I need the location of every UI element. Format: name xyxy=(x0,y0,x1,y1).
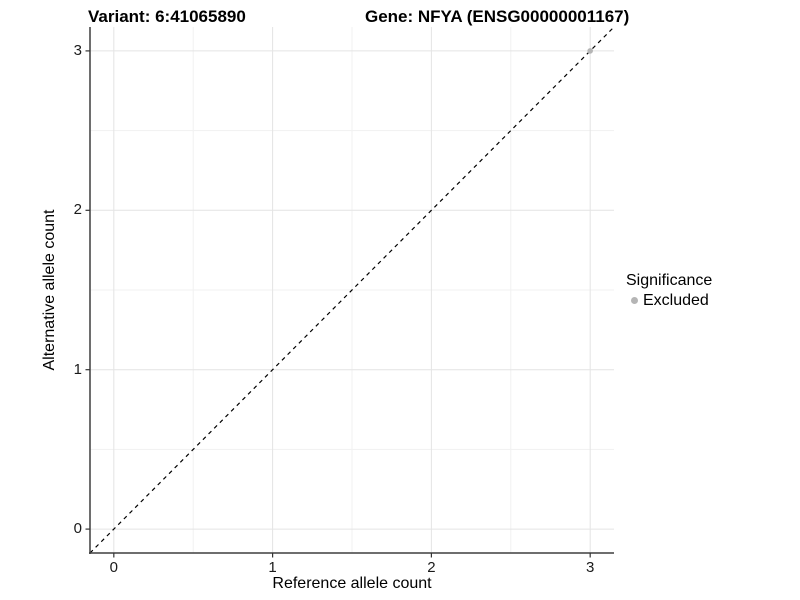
x-tick-label: 2 xyxy=(427,559,436,576)
legend: Significance Excluded xyxy=(626,271,712,310)
y-tick-label: 3 xyxy=(73,41,82,59)
y-tick-label: 0 xyxy=(73,520,82,538)
x-tick-label: 1 xyxy=(268,559,277,576)
legend-item-label: Excluded xyxy=(643,292,709,309)
plot-title-gene: Gene: NFYA (ENSG00000001167) xyxy=(365,7,630,26)
y-tick-label: 2 xyxy=(73,201,82,219)
y-tick-label: 1 xyxy=(73,360,82,378)
legend-dot-icon xyxy=(631,297,638,304)
x-tick-label: 3 xyxy=(586,559,595,576)
legend-title: Significance xyxy=(626,272,713,289)
identity-line xyxy=(89,26,615,554)
data-point-excluded xyxy=(587,48,593,54)
legend-item-excluded: Excluded xyxy=(626,291,712,310)
plot-title-variant: Variant: 6:41065890 xyxy=(88,7,246,26)
x-axis-label: Reference allele count xyxy=(272,575,432,592)
y-axis-label: Alternative allele count xyxy=(41,209,58,371)
x-tick-label: 0 xyxy=(109,559,118,576)
